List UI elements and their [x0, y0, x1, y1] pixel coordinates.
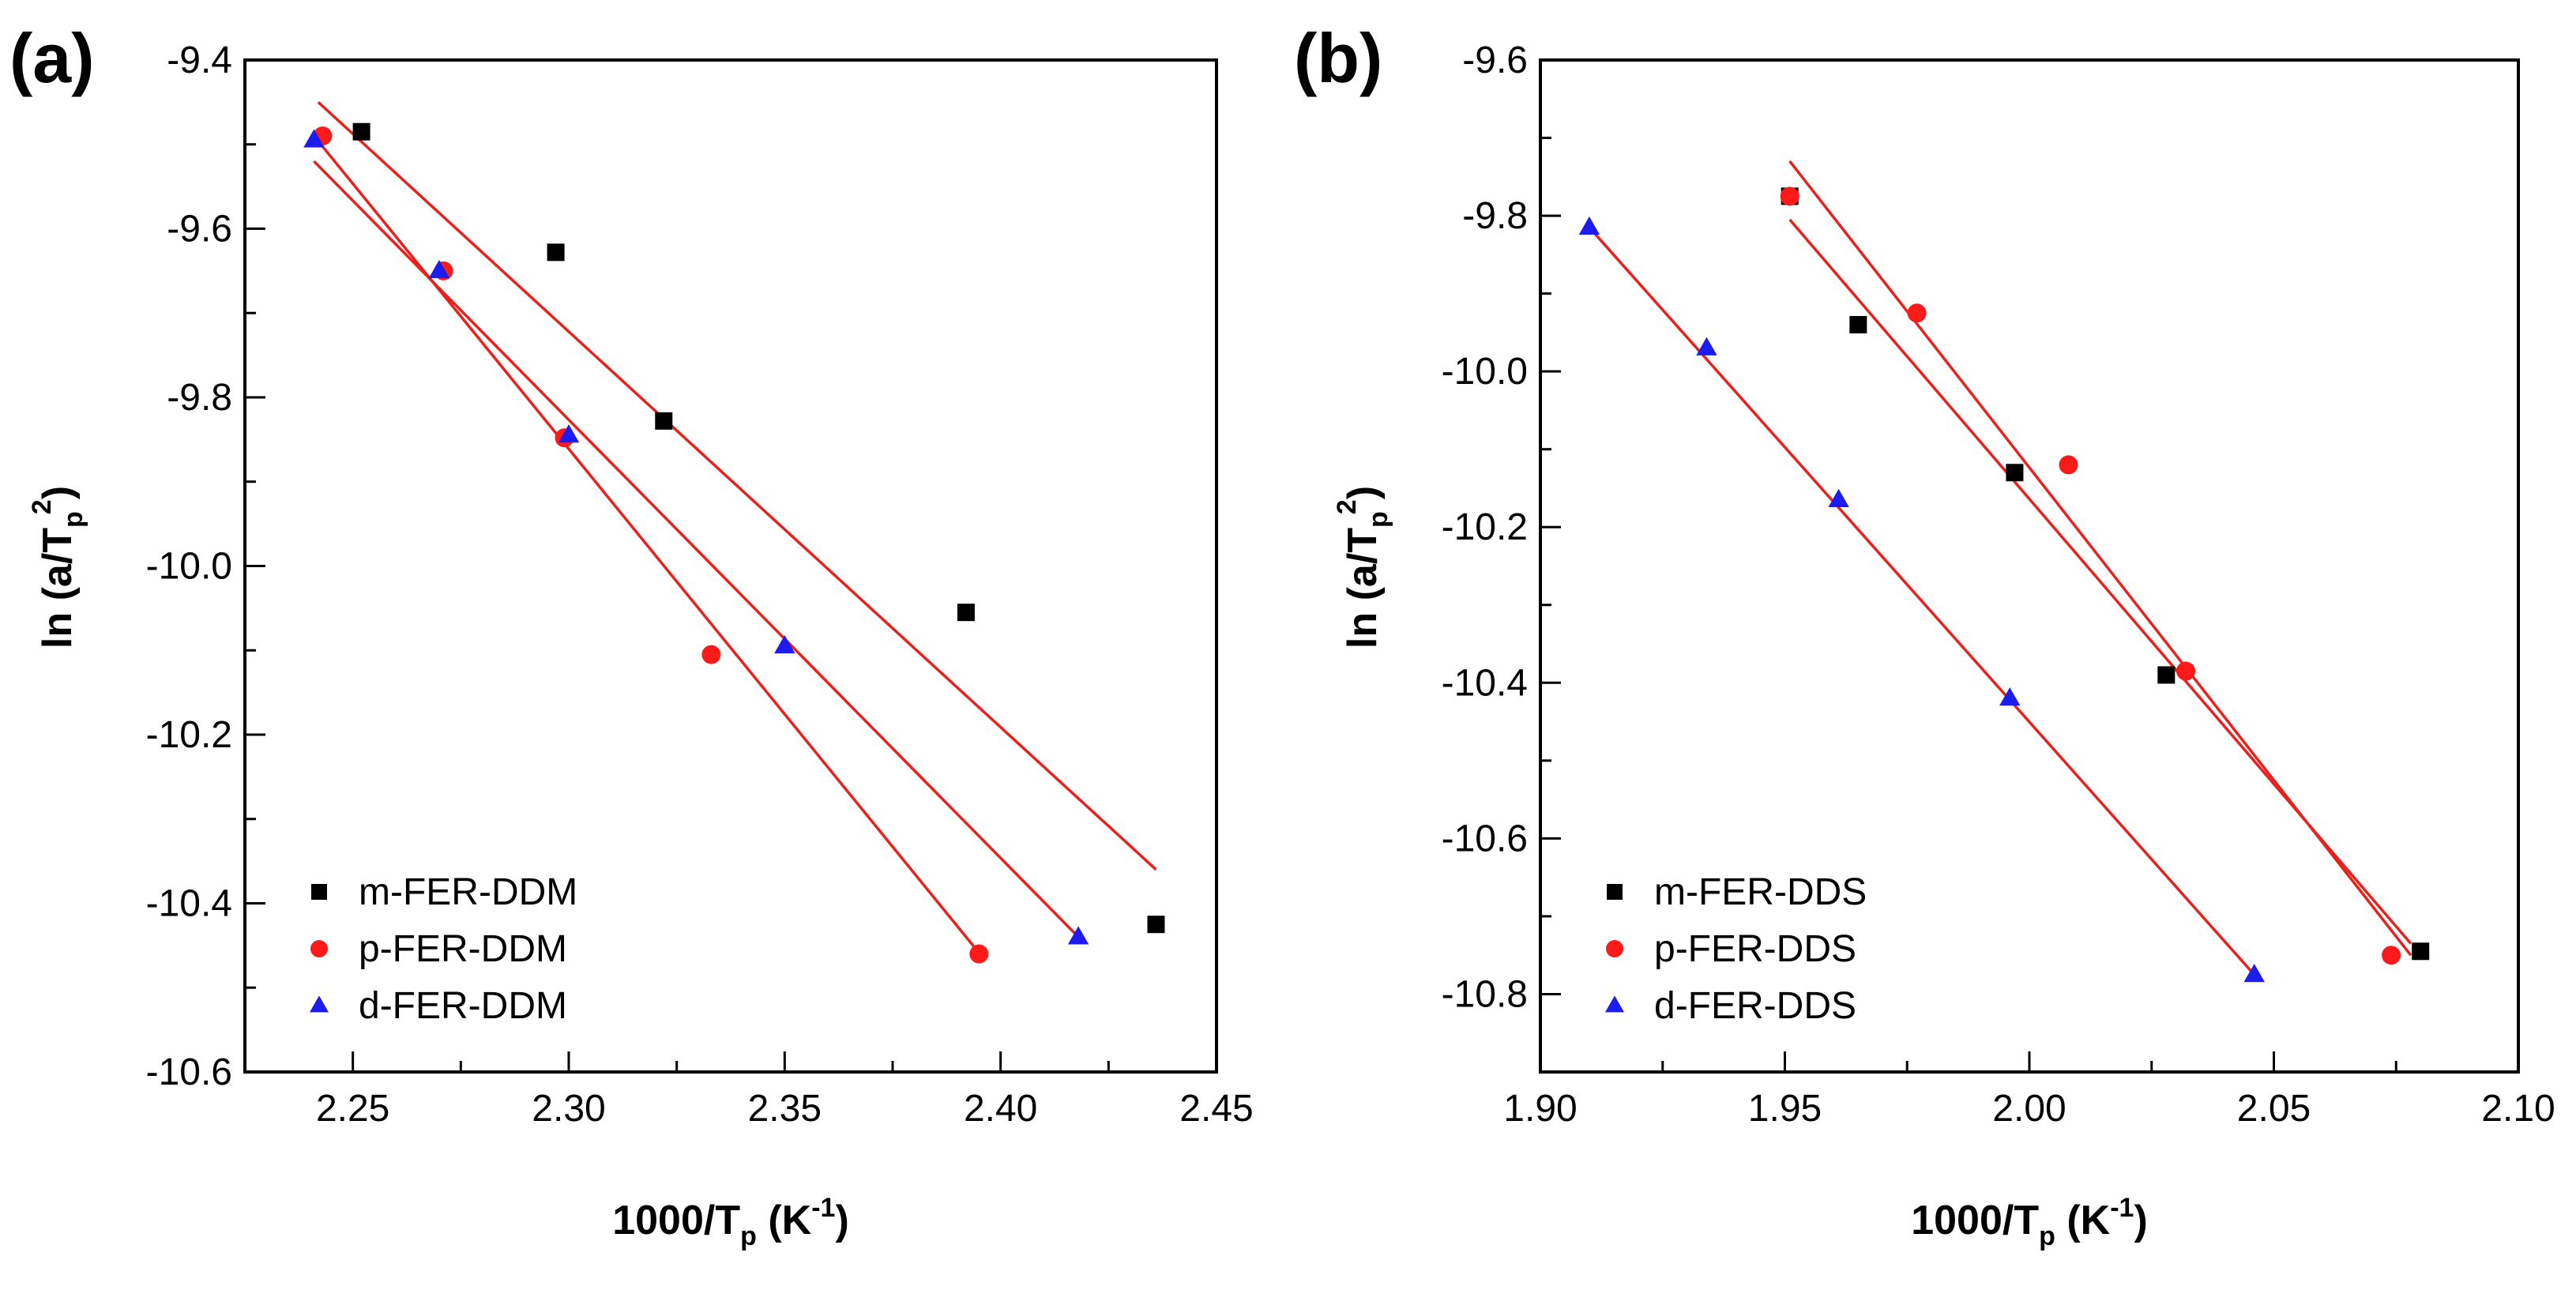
- data-point: [1067, 926, 1089, 945]
- x-tick-label: 2.00: [1992, 1088, 2066, 1130]
- data-point: [1780, 186, 1799, 206]
- data-point: [1907, 303, 1927, 323]
- legend-label: m-FER-DDS: [1654, 871, 1867, 913]
- x-axis-label: 1000/Tp (K-1): [612, 1193, 849, 1251]
- y-tick-label: -9.6: [1462, 39, 1528, 81]
- fit-line-m-fer-ddm: [317, 101, 1157, 871]
- y-tick-label: -9.4: [167, 39, 232, 81]
- data-point: [655, 412, 673, 430]
- data-point: [558, 424, 580, 443]
- legend-marker: [1606, 940, 1623, 957]
- x-tick-label: 2.45: [1179, 1088, 1253, 1130]
- x-tick-label: 2.10: [2481, 1088, 2555, 1130]
- series-d-fer-dds: [1578, 216, 2265, 983]
- legend-marker: [310, 940, 328, 957]
- y-tick-label: -10.4: [146, 883, 232, 925]
- y-tick-label: -10.0: [146, 546, 232, 588]
- data-point: [1696, 337, 1717, 355]
- series-p-fer-dds: [1780, 186, 2401, 965]
- y-axis-label: ln (a/Tp2): [1332, 486, 1393, 649]
- data-point: [2059, 455, 2078, 475]
- legend-marker: [310, 995, 329, 1013]
- legend-label: d-FER-DDS: [1654, 985, 1856, 1027]
- legend-label: p-FER-DDM: [359, 928, 567, 970]
- panel-label: (a): [9, 19, 95, 97]
- x-tick-label: 2.30: [532, 1088, 605, 1130]
- series-m-fer-ddm: [352, 122, 1165, 934]
- data-point: [2006, 464, 2024, 482]
- fit-line-p-fer-dds: [1788, 160, 2412, 957]
- legend-label: p-FER-DDS: [1654, 928, 1856, 970]
- y-tick-label: -9.6: [167, 209, 232, 250]
- y-tick-label: -10.2: [146, 714, 232, 756]
- y-tick-label: -9.8: [1462, 195, 1528, 237]
- data-point: [2412, 942, 2430, 961]
- fit-line-d-fer-ddm: [313, 160, 1084, 942]
- x-tick-label: 2.25: [316, 1088, 389, 1130]
- data-point: [2243, 963, 2265, 983]
- data-point: [1147, 916, 1165, 934]
- data-point: [957, 604, 975, 622]
- y-axis-label: ln (a/Tp2): [27, 486, 88, 649]
- data-point: [1828, 488, 1849, 507]
- data-point: [1999, 687, 2021, 706]
- legend-label: d-FER-DDM: [359, 985, 567, 1027]
- x-tick-label: 2.40: [964, 1088, 1037, 1130]
- legend-marker: [1605, 995, 1624, 1013]
- data-point: [969, 944, 989, 964]
- data-point: [2382, 946, 2401, 965]
- series-m-fer-dds: [1781, 187, 2430, 961]
- data-point: [2157, 666, 2175, 684]
- y-tick-label: -10.8: [1442, 973, 1528, 1015]
- x-tick-label: 2.35: [748, 1088, 822, 1130]
- data-point: [701, 645, 721, 664]
- x-tick-label: 2.05: [2237, 1088, 2311, 1130]
- data-point: [1849, 316, 1867, 334]
- data-point: [303, 129, 325, 148]
- x-axis-label: 1000/Tp (K-1): [1911, 1193, 2148, 1251]
- legend-marker: [1607, 884, 1623, 900]
- chart-panel-a: (a) 2.25 2.30 2.35 2.40 2.45 -9.4 -9.6 -9.8 -10.0…: [9, 19, 1254, 1251]
- y-tick-label: -10.0: [1442, 351, 1528, 393]
- y-tick-label: -10.2: [1442, 506, 1528, 548]
- legend-marker: [311, 884, 327, 900]
- y-tick-label: -10.6: [1442, 818, 1528, 859]
- chart-panel-b: (b) 1.90 1.95 2.00 2.05 2.10 -9.6 -9.8 -10.0 -10.…: [1294, 19, 2555, 1251]
- data-point: [1578, 216, 1600, 235]
- data-point: [428, 260, 450, 279]
- x-tick-label: 1.95: [1748, 1088, 1822, 1130]
- data-point: [774, 635, 795, 654]
- panel-label: (b): [1294, 19, 1382, 97]
- data-point: [547, 243, 565, 261]
- y-tick-label: -10.4: [1442, 662, 1528, 704]
- legend-label: m-FER-DDM: [359, 871, 577, 913]
- data-point: [352, 122, 370, 141]
- x-tick-label: 1.90: [1503, 1088, 1577, 1130]
- y-tick-label: -10.6: [146, 1051, 232, 1093]
- series-d-fer-ddm: [303, 129, 1089, 945]
- data-point: [2176, 661, 2196, 681]
- y-tick-label: -9.8: [167, 377, 232, 419]
